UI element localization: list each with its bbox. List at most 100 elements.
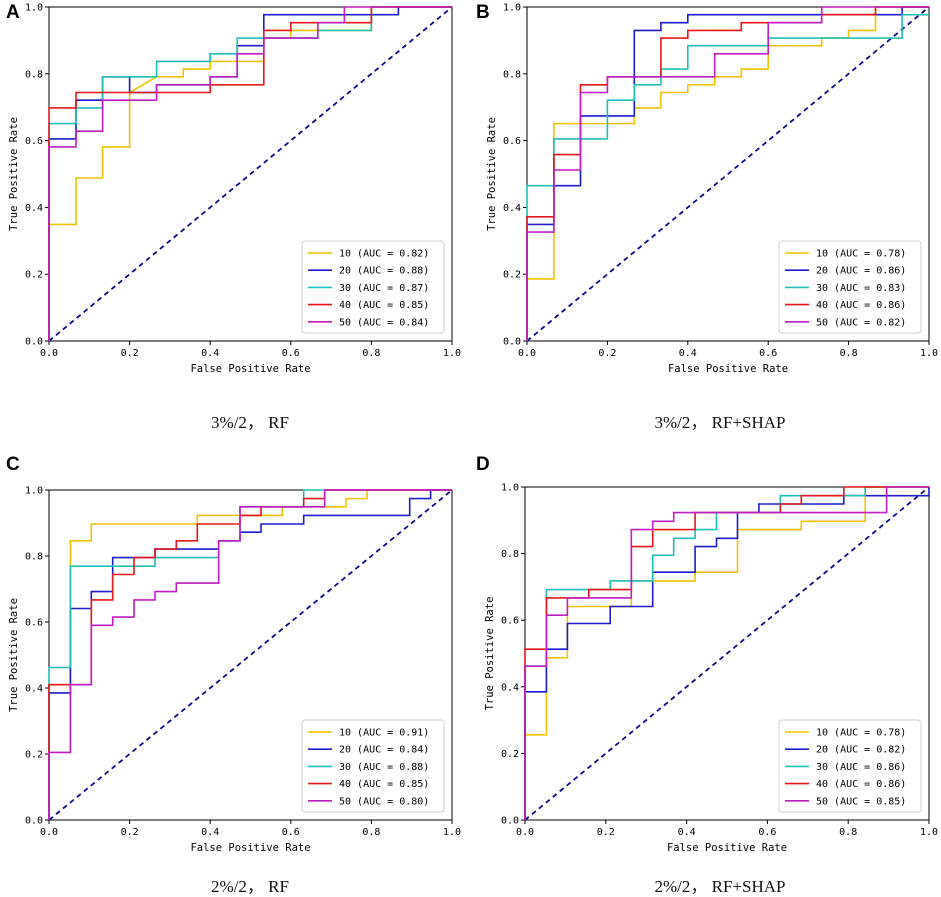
x-axis-label: False Positive Rate bbox=[667, 842, 787, 852]
x-tick-label: 0.0 bbox=[40, 348, 58, 359]
y-tick-label: 0.6 bbox=[25, 136, 43, 147]
y-tick-label: 0.0 bbox=[25, 337, 43, 348]
x-tick-label: 0.6 bbox=[758, 827, 776, 838]
roc-line-40 bbox=[48, 6, 452, 341]
x-tick-label: 0.0 bbox=[518, 348, 536, 359]
y-tick-label: 0.4 bbox=[501, 682, 519, 693]
roc-line-10 bbox=[526, 6, 929, 341]
x-tick-label: 0.0 bbox=[40, 827, 58, 838]
x-tick-label: 1.0 bbox=[920, 348, 938, 359]
chance-diagonal-line bbox=[48, 6, 453, 342]
legend-label-40: 40 (AUC = 0.85) bbox=[339, 779, 429, 790]
legend-label-20: 20 (AUC = 0.84) bbox=[339, 745, 429, 756]
y-tick-label: 1.0 bbox=[503, 3, 521, 14]
caption-d: 2%/2， RF+SHAP bbox=[654, 877, 786, 896]
y-tick-label: 0.2 bbox=[503, 270, 521, 281]
y-tick-label: 1.0 bbox=[501, 483, 519, 494]
y-axis-label: True Positive Rate bbox=[486, 117, 498, 231]
x-tick-label: 0.6 bbox=[759, 348, 777, 359]
x-tick-label: 0.8 bbox=[839, 827, 857, 838]
y-axis-label: True Positive Rate bbox=[484, 597, 496, 711]
y-tick-label: 0.6 bbox=[503, 136, 521, 147]
y-tick-label: 0.0 bbox=[503, 337, 521, 348]
y-tick-label: 0.8 bbox=[503, 69, 521, 80]
x-tick-label: 0.8 bbox=[840, 348, 858, 359]
legend-box bbox=[301, 240, 445, 334]
legend-label-50: 50 (AUC = 0.80) bbox=[339, 796, 429, 807]
x-tick-label: 0.2 bbox=[121, 348, 139, 359]
x-tick-label: 0.6 bbox=[282, 348, 300, 359]
legend-label-50: 50 (AUC = 0.85) bbox=[816, 796, 906, 807]
legend-label-40: 40 (AUC = 0.86) bbox=[816, 779, 906, 790]
x-tick-label: 0.8 bbox=[362, 827, 380, 838]
caption-a: 3%/2， RF bbox=[211, 413, 289, 432]
y-tick-label: 0.4 bbox=[25, 203, 43, 214]
legend-label-20: 20 (AUC = 0.86) bbox=[816, 266, 906, 277]
panel-letter-c: C bbox=[6, 454, 20, 475]
y-tick-label: 0.0 bbox=[501, 816, 519, 827]
y-tick-label: 1.0 bbox=[25, 3, 43, 14]
roc-line-50 bbox=[526, 6, 929, 341]
panel-letter-b: B bbox=[476, 2, 490, 23]
x-tick-label: 0.4 bbox=[678, 827, 696, 838]
roc-line-40 bbox=[48, 489, 452, 820]
y-tick-label: 0.8 bbox=[25, 552, 43, 563]
x-tick-label: 0.0 bbox=[516, 827, 534, 838]
x-tick-label: 0.4 bbox=[679, 348, 697, 359]
x-axis-label: False Positive Rate bbox=[190, 363, 310, 375]
legend-box bbox=[778, 240, 922, 334]
legend-label-50: 50 (AUC = 0.82) bbox=[816, 317, 906, 328]
legend-label-20: 20 (AUC = 0.82) bbox=[816, 745, 906, 756]
roc-chart-a: 0.00.0 0.2 0.2 0.4 0.4 0.6 0.6 0.8 0.8 1.0 1.0 Fals… bbox=[8, 3, 461, 376]
x-tick-label: 0.4 bbox=[201, 827, 219, 838]
panel-letter-d: D bbox=[476, 454, 490, 475]
roc-line-50 bbox=[48, 6, 452, 341]
roc-line-50 bbox=[524, 486, 929, 820]
x-tick-label: 0.2 bbox=[598, 348, 616, 359]
roc-line-10 bbox=[48, 6, 452, 341]
x-tick-label: 0.2 bbox=[597, 827, 615, 838]
y-tick-label: 0.2 bbox=[501, 749, 519, 760]
legend-label-30: 30 (AUC = 0.87) bbox=[339, 283, 429, 294]
legend-label-20: 20 (AUC = 0.88) bbox=[339, 266, 429, 277]
chance-diagonal-line bbox=[526, 6, 930, 342]
roc-line-30 bbox=[524, 486, 929, 820]
x-axis-label: False Positive Rate bbox=[190, 842, 310, 852]
panel-letter-a: A bbox=[6, 2, 20, 23]
legend-label-40: 40 (AUC = 0.86) bbox=[816, 300, 906, 311]
y-tick-label: 0.8 bbox=[501, 549, 519, 560]
legend-label-30: 30 (AUC = 0.86) bbox=[816, 762, 906, 773]
x-tick-label: 1.0 bbox=[443, 827, 461, 838]
y-tick-label: 0.4 bbox=[25, 684, 43, 695]
chance-diagonal-line bbox=[48, 489, 453, 821]
x-tick-label: 0.2 bbox=[121, 827, 139, 838]
y-tick-label: 0.6 bbox=[501, 616, 519, 627]
caption-b: 3%/2， RF+SHAP bbox=[654, 413, 786, 432]
y-tick-label: 0.8 bbox=[25, 69, 43, 80]
roc-chart-c: 0.00.0 0.2 0.2 0.4 0.4 0.6 0.6 0.8 0.8 1.0 1.0 Fals… bbox=[8, 486, 461, 853]
legend-label-10: 10 (AUC = 0.91) bbox=[339, 728, 429, 739]
roc-chart-b: 0.00.0 0.2 0.2 0.4 0.4 0.6 0.6 0.8 0.8 1.0 1.0 Fals… bbox=[486, 3, 938, 376]
x-axis-label: False Positive Rate bbox=[668, 363, 788, 375]
x-tick-label: 1.0 bbox=[443, 348, 461, 359]
legend-box bbox=[301, 719, 445, 813]
legend-label-10: 10 (AUC = 0.78) bbox=[816, 249, 906, 260]
legend-label-10: 10 (AUC = 0.82) bbox=[339, 249, 429, 260]
y-tick-label: 0.2 bbox=[25, 750, 43, 761]
y-axis-label: True Positive Rate bbox=[8, 117, 20, 231]
y-tick-label: 0.4 bbox=[503, 203, 521, 214]
y-tick-label: 1.0 bbox=[25, 486, 43, 497]
legend-label-40: 40 (AUC = 0.85) bbox=[339, 300, 429, 311]
roc-chart-d: 0.00.0 0.2 0.2 0.4 0.4 0.6 0.6 0.8 0.8 1.0 1.0 Fals… bbox=[484, 483, 938, 853]
roc-line-30 bbox=[48, 6, 452, 341]
legend-label-10: 10 (AUC = 0.78) bbox=[816, 728, 906, 739]
y-tick-label: 0.2 bbox=[25, 270, 43, 281]
legend-label-50: 50 (AUC = 0.84) bbox=[339, 317, 429, 328]
x-tick-label: 1.0 bbox=[920, 827, 938, 838]
roc-line-50 bbox=[48, 489, 452, 820]
legend-label-30: 30 (AUC = 0.88) bbox=[339, 762, 429, 773]
caption-c: 2%/2， RF bbox=[211, 877, 289, 896]
x-tick-label: 0.8 bbox=[362, 348, 380, 359]
y-tick-label: 0.6 bbox=[25, 618, 43, 629]
chance-diagonal-line bbox=[524, 486, 930, 821]
